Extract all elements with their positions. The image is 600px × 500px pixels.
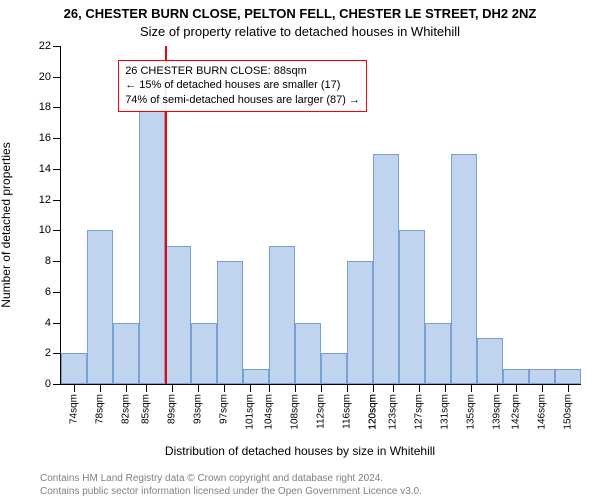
histogram-bar (295, 323, 321, 384)
histogram-bar (165, 246, 191, 384)
x-tick-label: 93sqm (192, 394, 203, 424)
annotation-line: 26 CHESTER BURN CLOSE: 88sqm (125, 64, 360, 79)
y-tick (53, 384, 61, 385)
y-tick-label: 6 (45, 286, 51, 298)
y-tick-label: 20 (39, 71, 51, 83)
annotation-line: 74% of semi-detached houses are larger (… (125, 93, 360, 108)
footer-line-2: Contains public sector information licen… (40, 486, 600, 499)
x-tick (100, 384, 101, 392)
y-tick-label: 0 (45, 378, 51, 390)
x-tick-label: 116sqm (342, 394, 353, 429)
x-axis-label: Distribution of detached houses by size … (0, 444, 600, 458)
y-tick (53, 107, 61, 108)
y-tick (53, 200, 61, 201)
chart-title-line1: 26, CHESTER BURN CLOSE, PELTON FELL, CHE… (0, 6, 600, 21)
histogram-bar (425, 323, 451, 384)
histogram-bar (243, 369, 269, 384)
y-tick-label: 18 (39, 101, 51, 113)
y-tick-label: 10 (39, 224, 51, 236)
y-tick (53, 169, 61, 170)
x-tick (419, 384, 420, 392)
x-tick-label: 135sqm (465, 394, 476, 430)
histogram-bar (451, 154, 477, 384)
y-tick (53, 261, 61, 262)
annotation-line: ← 15% of detached houses are smaller (17… (125, 78, 360, 93)
histogram-bar (191, 323, 217, 384)
y-tick (53, 323, 61, 324)
x-tick-label: 120sqm (368, 394, 379, 430)
y-tick-label: 2 (45, 347, 51, 359)
x-tick (471, 384, 472, 392)
y-tick (53, 230, 61, 231)
x-tick-label: 142sqm (511, 394, 522, 430)
histogram-bar (347, 261, 373, 384)
x-tick (445, 384, 446, 392)
chart-footer: Contains HM Land Registry data © Crown c… (0, 473, 600, 498)
x-tick-label: 123sqm (387, 394, 398, 430)
x-tick-label: 112sqm (316, 394, 327, 429)
x-tick-label: 131sqm (439, 394, 450, 430)
footer-line-1: Contains HM Land Registry data © Crown c… (40, 473, 600, 486)
x-tick-label: 74sqm (69, 394, 80, 424)
y-tick-label: 14 (39, 163, 51, 175)
y-tick-label: 22 (39, 40, 51, 52)
x-tick-label: 108sqm (290, 394, 301, 430)
x-tick-label: 82sqm (121, 394, 132, 424)
x-tick (224, 384, 225, 392)
x-tick-label: 101sqm (244, 394, 255, 430)
y-tick (53, 77, 61, 78)
histogram-bar (555, 369, 581, 384)
annotation-box: 26 CHESTER BURN CLOSE: 88sqm← 15% of det… (118, 60, 367, 113)
x-tick-label: 97sqm (218, 394, 229, 424)
x-tick-label: 146sqm (537, 394, 548, 430)
histogram-bar (61, 353, 87, 384)
histogram-bar (503, 369, 529, 384)
x-tick-label: 78sqm (95, 394, 106, 424)
y-tick (53, 353, 61, 354)
chart-title-line2: Size of property relative to detached ho… (0, 24, 600, 39)
chart-plot-area: 024681012141618202274sqm78sqm82sqm85sqm8… (60, 46, 581, 385)
x-tick-label: 85sqm (140, 394, 151, 424)
y-tick (53, 138, 61, 139)
histogram-bar (269, 246, 295, 384)
x-tick (198, 384, 199, 392)
y-tick (53, 46, 61, 47)
histogram-bar (477, 338, 503, 384)
x-tick (516, 384, 517, 392)
histogram-bar (399, 230, 425, 384)
x-tick-label: 104sqm (264, 394, 275, 430)
x-tick (250, 384, 251, 392)
x-tick (347, 384, 348, 392)
x-tick-label: 139sqm (491, 394, 502, 430)
histogram-bar (321, 353, 347, 384)
x-tick (321, 384, 322, 392)
x-tick (568, 384, 569, 392)
histogram-bar (217, 261, 243, 384)
x-tick (373, 384, 374, 392)
histogram-bar (373, 154, 399, 384)
y-tick-label: 8 (45, 255, 51, 267)
y-tick-label: 4 (45, 317, 51, 329)
histogram-bar (529, 369, 555, 384)
histogram-bar (139, 77, 165, 384)
y-axis-label: Number of detached properties (0, 60, 13, 225)
x-tick (269, 384, 270, 392)
x-tick-label: 89sqm (166, 394, 177, 424)
x-tick (172, 384, 173, 392)
histogram-bar (87, 230, 113, 384)
x-tick (126, 384, 127, 392)
x-tick-label: 150sqm (563, 394, 574, 430)
x-tick (295, 384, 296, 392)
x-tick (497, 384, 498, 392)
histogram-bar (113, 323, 139, 384)
x-tick (393, 384, 394, 392)
y-tick (53, 292, 61, 293)
y-tick-label: 16 (39, 132, 51, 144)
x-tick-label: 127sqm (413, 394, 424, 430)
x-tick (146, 384, 147, 392)
x-tick (74, 384, 75, 392)
x-tick (542, 384, 543, 392)
y-tick-label: 12 (39, 194, 51, 206)
